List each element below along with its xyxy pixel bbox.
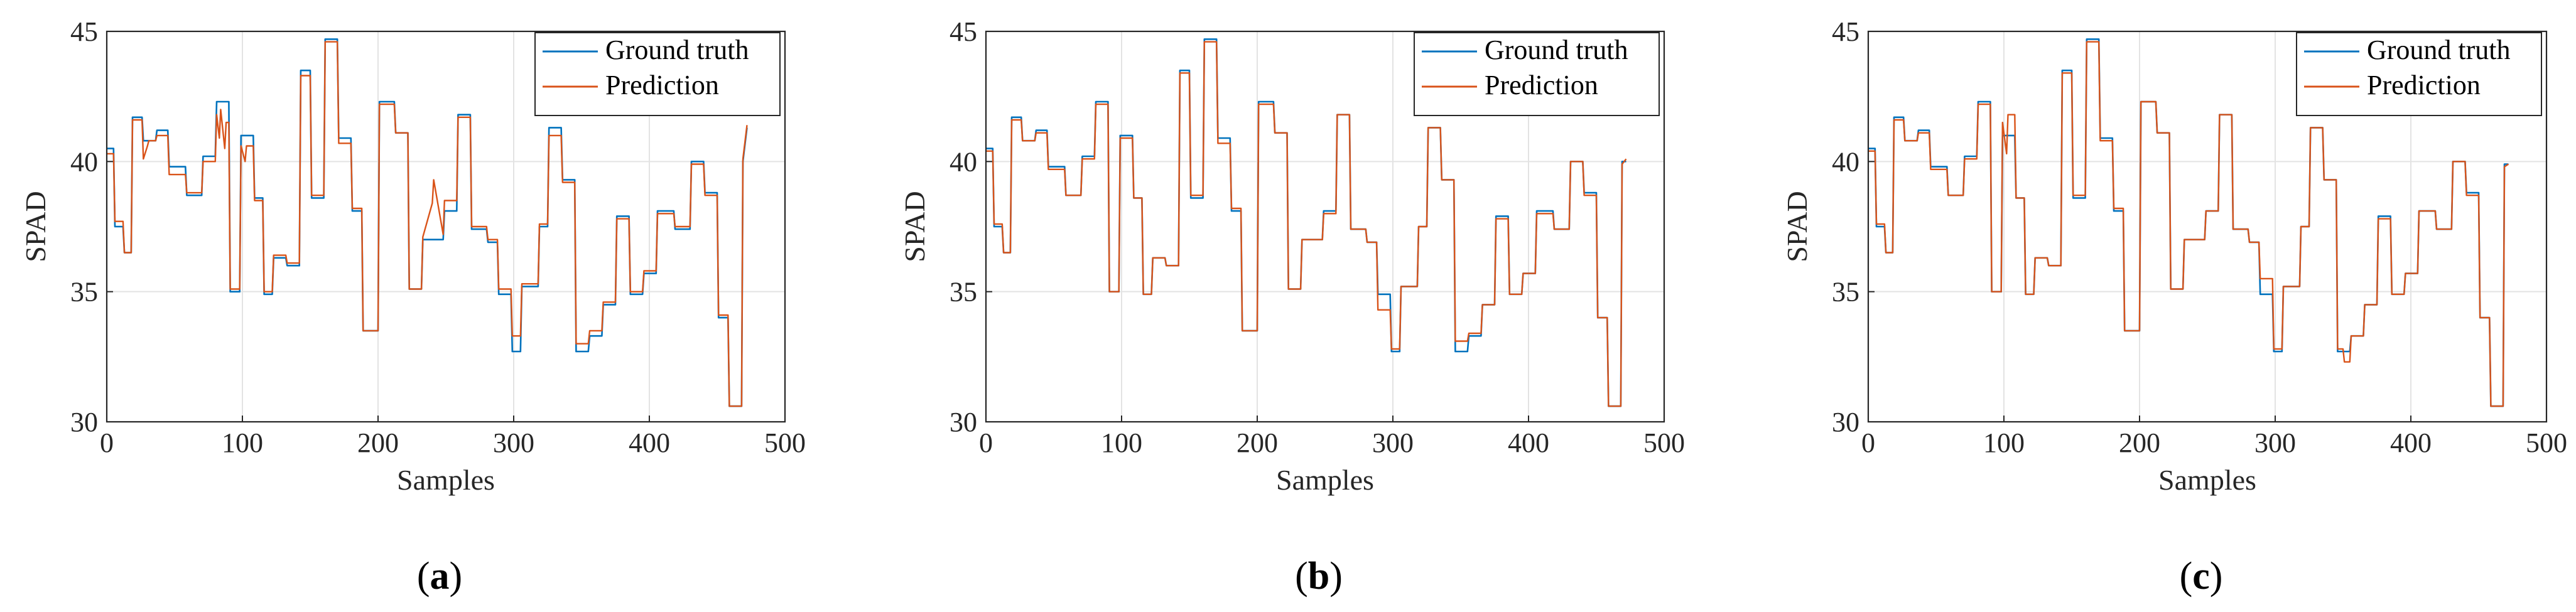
x-tick-label: 100 — [222, 427, 263, 458]
x-tick-label: 400 — [1508, 427, 1549, 458]
panel-caption: (c) — [2180, 555, 2223, 598]
panel-caption: (a) — [417, 555, 462, 598]
legend-box — [2296, 32, 2542, 116]
x-tick-label: 0 — [979, 427, 993, 458]
panel-b: 0 100 200 300 400 500 30 35 40 45 Samples SPAD Groun… — [899, 16, 1685, 598]
panel-caption-letter: b — [1308, 555, 1329, 598]
legend-label: Prediction — [2367, 70, 2481, 100]
legend-label: Prediction — [1485, 70, 1598, 100]
y-tick-label: 40 — [70, 146, 98, 177]
x-tick-label: 200 — [1237, 427, 1278, 458]
x-axis-label: Samples — [2158, 464, 2256, 496]
x-tick-label: 300 — [493, 427, 534, 458]
y-axis-label: SPAD — [1781, 191, 1813, 262]
panel-caption: (b) — [1295, 555, 1343, 598]
panel-caption-letter: a — [430, 555, 450, 598]
y-tick-label: 35 — [70, 277, 98, 308]
y-tick-label: 35 — [1832, 277, 1859, 308]
y-tick-label: 30 — [70, 407, 98, 438]
x-tick-label: 200 — [2119, 427, 2160, 458]
panel-a: 0 100 200 300 400 500 30 35 40 45 Samples SPAD Groun… — [19, 16, 806, 598]
y-tick-label: 30 — [1832, 407, 1859, 438]
panel-c: 0 100 200 300 400 500 30 35 40 45 Samples SPAD Groun… — [1781, 16, 2567, 598]
x-axis-label: Samples — [397, 464, 495, 496]
x-tick-label: 100 — [1101, 427, 1142, 458]
y-axis-label: SPAD — [19, 191, 51, 262]
x-tick-label: 0 — [100, 427, 114, 458]
x-tick-label: 0 — [1861, 427, 1875, 458]
axes-box — [1867, 30, 2548, 423]
x-tick-label: 400 — [629, 427, 670, 458]
y-tick-label: 45 — [950, 16, 977, 47]
x-tick-label: 500 — [2526, 427, 2567, 458]
axes-box — [106, 30, 786, 423]
x-tick-label: 200 — [357, 427, 399, 458]
x-axis-label: Samples — [1276, 464, 1374, 496]
axes-box — [985, 30, 1665, 423]
y-tick-label: 45 — [70, 16, 98, 47]
legend-label: Prediction — [605, 70, 719, 100]
x-tick-label: 300 — [1372, 427, 1414, 458]
x-tick-label: 400 — [2390, 427, 2432, 458]
y-axis-label: SPAD — [899, 191, 931, 262]
series-line-prediction — [986, 41, 1627, 407]
y-tick-label: 30 — [950, 407, 977, 438]
series-line-prediction — [107, 41, 748, 407]
series-line-prediction — [1868, 41, 2509, 407]
x-tick-label: 300 — [2254, 427, 2296, 458]
x-tick-label: 500 — [764, 427, 806, 458]
legend-box — [1414, 32, 1660, 116]
y-tick-label: 45 — [1832, 16, 1859, 47]
legend-label: Ground truth — [2367, 35, 2511, 65]
x-tick-label: 500 — [1643, 427, 1685, 458]
y-tick-label: 35 — [950, 277, 977, 308]
y-tick-label: 40 — [1832, 146, 1859, 177]
legend-label: Ground truth — [605, 35, 749, 65]
panel-caption-letter: c — [2192, 555, 2210, 598]
legend-box — [534, 32, 781, 116]
x-tick-label: 100 — [1983, 427, 2025, 458]
legend-label: Ground truth — [1485, 35, 1628, 65]
y-tick-label: 40 — [950, 146, 977, 177]
